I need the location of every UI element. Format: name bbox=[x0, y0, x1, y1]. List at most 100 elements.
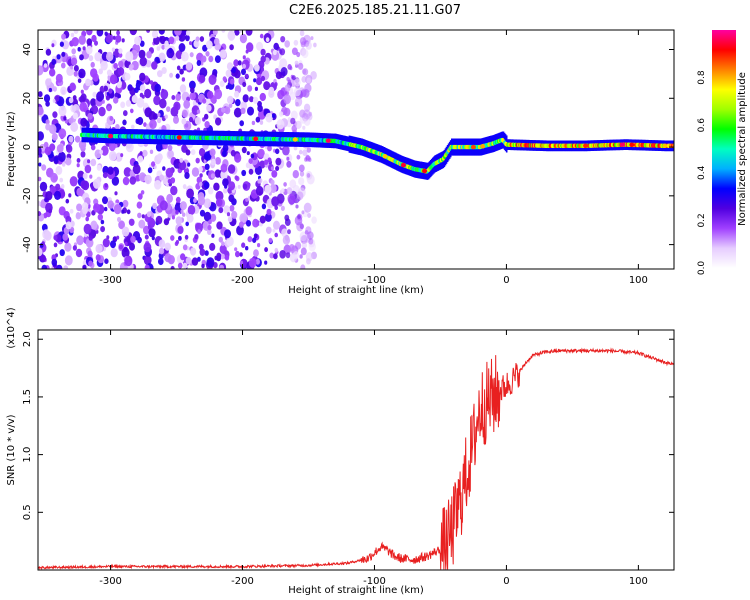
noise-cell bbox=[308, 242, 316, 252]
noise-cell bbox=[195, 157, 200, 164]
noise-cell bbox=[90, 158, 97, 167]
noise-cell bbox=[65, 157, 72, 166]
noise-cell bbox=[266, 208, 272, 216]
noise-cell bbox=[184, 234, 189, 240]
noise-cell bbox=[88, 260, 93, 267]
noise-cell bbox=[242, 81, 247, 87]
x-tick-label: -300 bbox=[99, 275, 122, 286]
noise-cell bbox=[198, 181, 203, 187]
noise-cell bbox=[40, 254, 47, 263]
noise-cell bbox=[154, 83, 161, 93]
noise-cell bbox=[51, 133, 58, 141]
noise-cell bbox=[78, 68, 86, 79]
noise-cell bbox=[280, 36, 286, 43]
noise-cell bbox=[222, 76, 227, 82]
noise-cell bbox=[118, 52, 123, 58]
noise-cell bbox=[158, 52, 166, 62]
noise-cell bbox=[304, 83, 312, 93]
noise-cell bbox=[239, 260, 244, 265]
x-tick-label: -100 bbox=[363, 275, 386, 286]
noise-cell bbox=[58, 151, 66, 162]
noise-cell bbox=[69, 82, 76, 91]
noise-cell bbox=[102, 196, 108, 205]
noise-cell bbox=[305, 41, 312, 50]
noise-cell bbox=[62, 40, 70, 50]
noise-cell bbox=[206, 104, 212, 112]
noise-cell bbox=[144, 174, 152, 185]
noise-cell bbox=[129, 30, 137, 36]
noise-cell bbox=[301, 48, 309, 59]
noise-cell bbox=[261, 203, 267, 210]
noise-cell bbox=[158, 30, 165, 35]
noise-cell bbox=[65, 221, 72, 230]
noise-cell bbox=[273, 220, 280, 230]
noise-cell bbox=[143, 122, 147, 127]
noise-cell bbox=[280, 205, 285, 211]
noise-cell bbox=[168, 47, 173, 54]
noise-cell bbox=[227, 95, 234, 105]
y-multiplier-label: (x10^4) bbox=[6, 307, 17, 348]
noise-cell bbox=[222, 178, 229, 187]
noise-cell bbox=[64, 255, 73, 266]
noise-cell bbox=[111, 176, 120, 186]
noise-cell bbox=[297, 214, 301, 219]
noise-cell bbox=[81, 180, 90, 191]
noise-cell bbox=[159, 174, 165, 181]
noise-cell bbox=[109, 116, 114, 121]
noise-cell bbox=[301, 76, 307, 83]
noise-cell bbox=[242, 94, 249, 103]
noise-cell bbox=[182, 262, 188, 269]
noise-cell bbox=[103, 85, 108, 92]
noise-cell bbox=[39, 181, 48, 192]
noise-cell bbox=[231, 67, 236, 74]
noise-cell bbox=[216, 221, 223, 230]
noise-cell bbox=[300, 89, 307, 97]
noise-cell bbox=[154, 180, 162, 190]
noise-cell bbox=[61, 51, 66, 57]
y-tick-label: -40 bbox=[22, 236, 33, 252]
noise-cell bbox=[300, 247, 307, 256]
noise-cell bbox=[38, 146, 42, 156]
ridge-peak bbox=[176, 135, 182, 140]
noise-cell bbox=[226, 212, 231, 217]
noise-cell bbox=[86, 38, 93, 46]
noise-cell bbox=[137, 155, 144, 163]
noise-cell bbox=[38, 65, 44, 76]
noise-cell bbox=[294, 60, 299, 66]
noise-cell bbox=[286, 156, 290, 161]
x-tick-label: -300 bbox=[99, 576, 122, 587]
noise-cell bbox=[138, 172, 146, 182]
noise-cell bbox=[139, 40, 145, 47]
noise-cell bbox=[170, 177, 176, 184]
ridge-peak bbox=[108, 133, 114, 139]
noise-cell bbox=[246, 42, 254, 53]
noise-cell bbox=[68, 117, 74, 124]
noise-cell bbox=[86, 45, 93, 55]
noise-cell bbox=[259, 120, 264, 125]
y-tick-label: 0.5 bbox=[22, 504, 33, 520]
noise-cell bbox=[277, 89, 285, 100]
noise-cell bbox=[99, 149, 103, 155]
noise-cell bbox=[247, 106, 254, 116]
noise-cell bbox=[78, 139, 87, 150]
ridge-peak bbox=[620, 142, 625, 147]
noise-cell bbox=[302, 125, 306, 130]
noise-cell bbox=[199, 248, 206, 256]
noise-cell bbox=[207, 187, 214, 195]
noise-cell bbox=[159, 98, 167, 109]
noise-cell bbox=[96, 30, 104, 37]
noise-cell bbox=[241, 68, 246, 76]
noise-cell bbox=[198, 74, 206, 84]
noise-cell bbox=[219, 80, 225, 87]
noise-cell bbox=[144, 88, 152, 99]
noise-cell bbox=[190, 247, 197, 256]
noise-cell bbox=[70, 32, 75, 38]
ridge-peak bbox=[292, 137, 298, 142]
noise-cell bbox=[83, 223, 92, 235]
noise-cell bbox=[311, 216, 317, 224]
noise-cell bbox=[129, 176, 137, 185]
noise-cell bbox=[101, 99, 105, 104]
noise-cell bbox=[175, 240, 179, 245]
noise-cell bbox=[108, 150, 117, 162]
noise-cell bbox=[109, 74, 118, 85]
